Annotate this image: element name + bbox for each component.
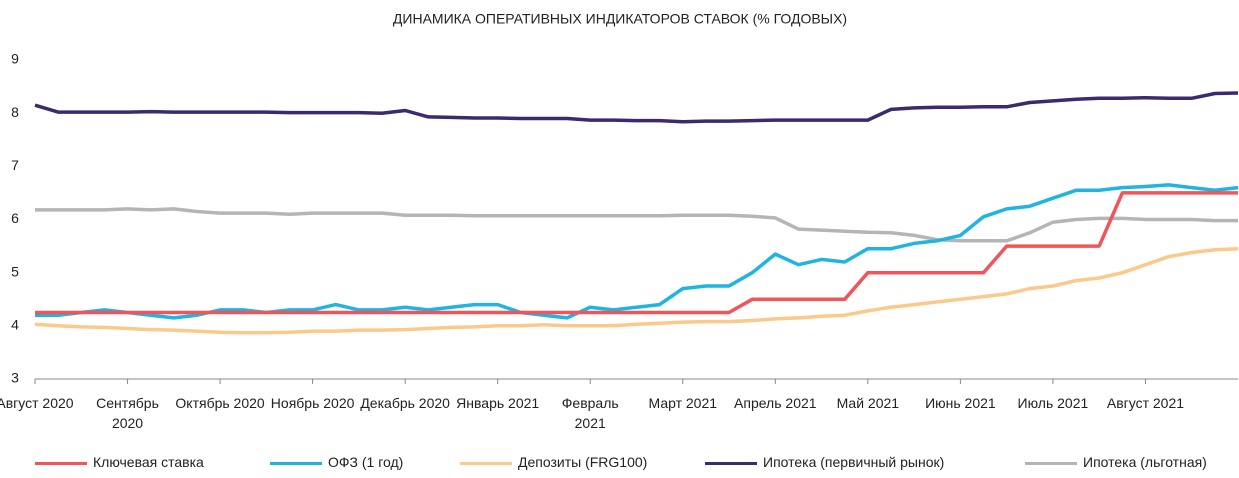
legend-swatch	[460, 461, 512, 465]
x-tick-label: Октябрь 2020	[175, 395, 265, 411]
y-tick-label: 8	[11, 104, 19, 120]
y-tick-label: 9	[11, 51, 19, 67]
series-line	[35, 207, 1238, 243]
legend-item: Ипотека (первичный рынок)	[705, 454, 944, 470]
x-tick-label: Февраль 2021	[561, 395, 619, 431]
x-tick-label: Март 2021	[648, 395, 718, 411]
legend-item: Ипотека (льготная)	[1025, 454, 1207, 470]
x-tick-label: Июнь 2021	[925, 395, 996, 411]
legend-item: Депозиты (FRG100)	[460, 454, 647, 470]
legend-item: ОФЗ (1 год)	[270, 454, 403, 470]
x-tick-label: Ноябрь 2020	[270, 395, 355, 411]
x-tick-label: Май 2021	[836, 395, 900, 411]
series-line	[35, 183, 1239, 320]
series-line	[34, 246, 1239, 335]
x-tick-label: Август 2021	[1106, 395, 1185, 411]
legend-item: Ключевая ставка	[35, 454, 204, 470]
y-tick-label: 6	[11, 210, 19, 226]
legend-swatch	[705, 461, 757, 465]
x-tick-label: Декабрь 2020	[360, 395, 450, 411]
y-tick-label: 3	[11, 370, 19, 386]
y-tick-label: 4	[11, 317, 19, 333]
legend-label: ОФЗ (1 год)	[328, 454, 404, 470]
x-tick-label: Июль 2021	[1017, 395, 1089, 411]
legend-swatch	[1025, 461, 1077, 465]
y-tick-label: 5	[11, 263, 19, 279]
legend-swatch	[35, 461, 87, 465]
x-tick-label: Январь 2021	[456, 395, 540, 411]
x-tick-label: Сентябрь 2020	[96, 395, 159, 431]
chart-title: ДИНАМИКА ОПЕРАТИВНЫХ ИНДИКАТОРОВ СТАВОК …	[393, 11, 847, 27]
legend-label: Депозиты (FRG100)	[518, 454, 648, 470]
legend-label: Ключевая ставка	[93, 454, 204, 470]
legend-swatch	[270, 461, 322, 465]
legend-label: Ипотека (первичный рынок)	[763, 454, 945, 470]
y-tick-label: 7	[11, 157, 19, 173]
x-tick-label: Апрель 2021	[734, 395, 817, 411]
series-line	[34, 91, 1239, 124]
legend-label: Ипотека (льготная)	[1083, 454, 1207, 470]
series-line	[35, 191, 1238, 315]
x-tick-label: Август 2020	[0, 395, 74, 411]
